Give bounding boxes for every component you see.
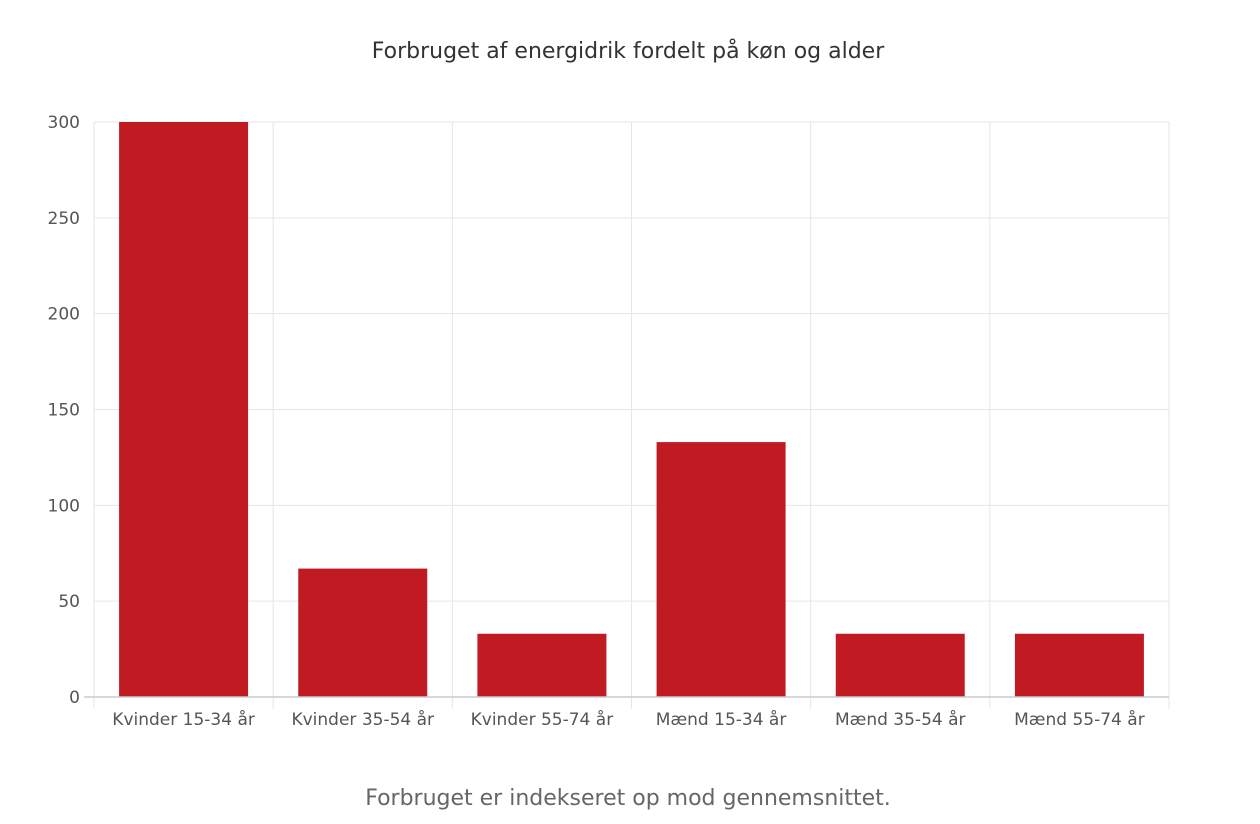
bar xyxy=(1014,633,1144,697)
chart-subtitle: Forbruget er indekseret op mod gennemsni… xyxy=(365,786,891,811)
y-tick-label: 200 xyxy=(48,305,80,325)
bar xyxy=(298,568,428,697)
x-tick-label: Mænd 15-34 år xyxy=(656,709,787,730)
bar xyxy=(835,633,965,697)
x-tick-label: Mænd 55-74 år xyxy=(1014,709,1145,730)
bar xyxy=(119,122,249,697)
y-tick-label: 100 xyxy=(48,496,80,516)
y-tick-label: 250 xyxy=(48,209,80,229)
bar xyxy=(477,633,607,697)
bars-layer xyxy=(119,122,1144,697)
x-tick-label: Kvinder 35-54 år xyxy=(291,709,434,730)
bar xyxy=(656,442,786,697)
y-tick-label: 150 xyxy=(48,401,80,421)
x-tick-label: Mænd 35-54 år xyxy=(835,709,966,730)
x-tick-label: Kvinder 55-74 år xyxy=(471,709,614,730)
axis-layer: 0 50 100 150 200 250 300 Kvinder 15-34 år Kvinde… xyxy=(48,113,1170,730)
grid-layer xyxy=(93,121,1170,697)
y-tick-label: 0 xyxy=(69,688,80,708)
x-tick-label: Kvinder 15-34 år xyxy=(112,709,255,730)
chart-title: Forbruget af energidrik fordelt på køn o… xyxy=(372,38,885,64)
y-tick-label: 300 xyxy=(48,113,80,133)
y-tick-label: 50 xyxy=(58,592,80,612)
